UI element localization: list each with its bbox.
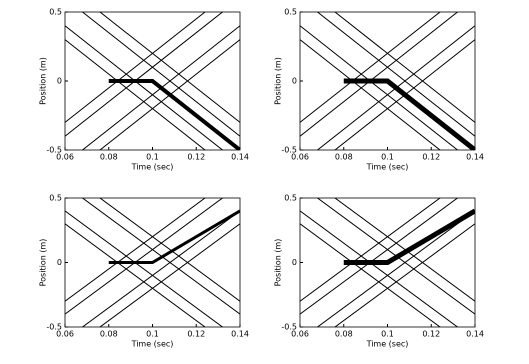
- contour-line: [343, 78, 475, 150]
- contour-line: [65, 12, 224, 137]
- x-tick-label: 0.14: [231, 330, 249, 339]
- contour-line: [99, 39, 240, 150]
- x-tick-label: 0.14: [466, 153, 484, 162]
- x-tick-label: 0.12: [422, 330, 440, 339]
- y-tick-label: 0: [292, 258, 297, 267]
- contour-line: [108, 79, 240, 150]
- y-tick-label: -0.5: [281, 323, 297, 332]
- x-tick-label: 0.06: [291, 330, 309, 339]
- x-axis-label: Time (sec): [131, 340, 174, 349]
- y-tick-label: 0: [57, 77, 62, 86]
- y-tick-label: 0: [292, 77, 297, 86]
- y-tick-label: 0.5: [284, 8, 297, 17]
- y-axis-label: Position (m): [39, 239, 48, 287]
- x-tick-label: 0.08: [100, 153, 118, 162]
- x-tick-label: 0.12: [187, 153, 205, 162]
- contour-line: [108, 209, 240, 264]
- x-tick-label: 0.06: [291, 153, 309, 162]
- contour-line: [343, 208, 475, 265]
- x-tick-label: 0.1: [146, 153, 159, 162]
- contour-line: [81, 210, 240, 327]
- x-tick-label: 0.12: [422, 153, 440, 162]
- contour-line: [81, 25, 240, 150]
- plot-area: [65, 12, 240, 150]
- contour-line: [334, 223, 475, 327]
- contour-line: [65, 198, 206, 302]
- x-axis-label: Time (sec): [366, 163, 409, 172]
- y-axis-label: Position (m): [39, 57, 48, 105]
- contour-line: [65, 12, 206, 123]
- y-axis-label: Position (m): [274, 239, 283, 287]
- plot-area: [300, 198, 475, 327]
- y-tick-label: 0.5: [284, 194, 297, 203]
- contour-line: [300, 12, 459, 137]
- plot-area: [65, 198, 240, 327]
- y-tick-label: -0.5: [46, 146, 62, 155]
- plot-area: [300, 12, 475, 150]
- x-tick-label: 0.12: [187, 330, 205, 339]
- contour-line: [334, 39, 475, 150]
- x-tick-label: 0.08: [100, 330, 118, 339]
- x-tick-label: 0.06: [56, 330, 74, 339]
- contour-line: [316, 210, 475, 327]
- y-axis-label: Position (m): [274, 57, 283, 105]
- x-tick-label: 0.08: [335, 153, 353, 162]
- y-tick-label: 0.5: [49, 8, 62, 17]
- x-tick-label: 0.06: [56, 153, 74, 162]
- contour-line: [99, 223, 240, 327]
- x-tick-label: 0.08: [335, 330, 353, 339]
- x-tick-label: 0.1: [146, 330, 159, 339]
- y-tick-label: 0.5: [49, 194, 62, 203]
- contour-line: [300, 198, 441, 302]
- x-tick-label: 0.1: [381, 330, 394, 339]
- contour-line: [300, 12, 441, 123]
- contour-line: [65, 198, 224, 315]
- contour-line: [300, 198, 459, 315]
- x-tick-label: 0.1: [381, 153, 394, 162]
- y-tick-label: -0.5: [281, 146, 297, 155]
- x-tick-label: 0.14: [231, 153, 249, 162]
- y-tick-label: 0: [57, 258, 62, 267]
- contour-line: [316, 25, 475, 150]
- x-tick-label: 0.14: [466, 330, 484, 339]
- x-axis-label: Time (sec): [366, 340, 409, 349]
- x-axis-label: Time (sec): [131, 163, 174, 172]
- y-tick-label: -0.5: [46, 323, 62, 332]
